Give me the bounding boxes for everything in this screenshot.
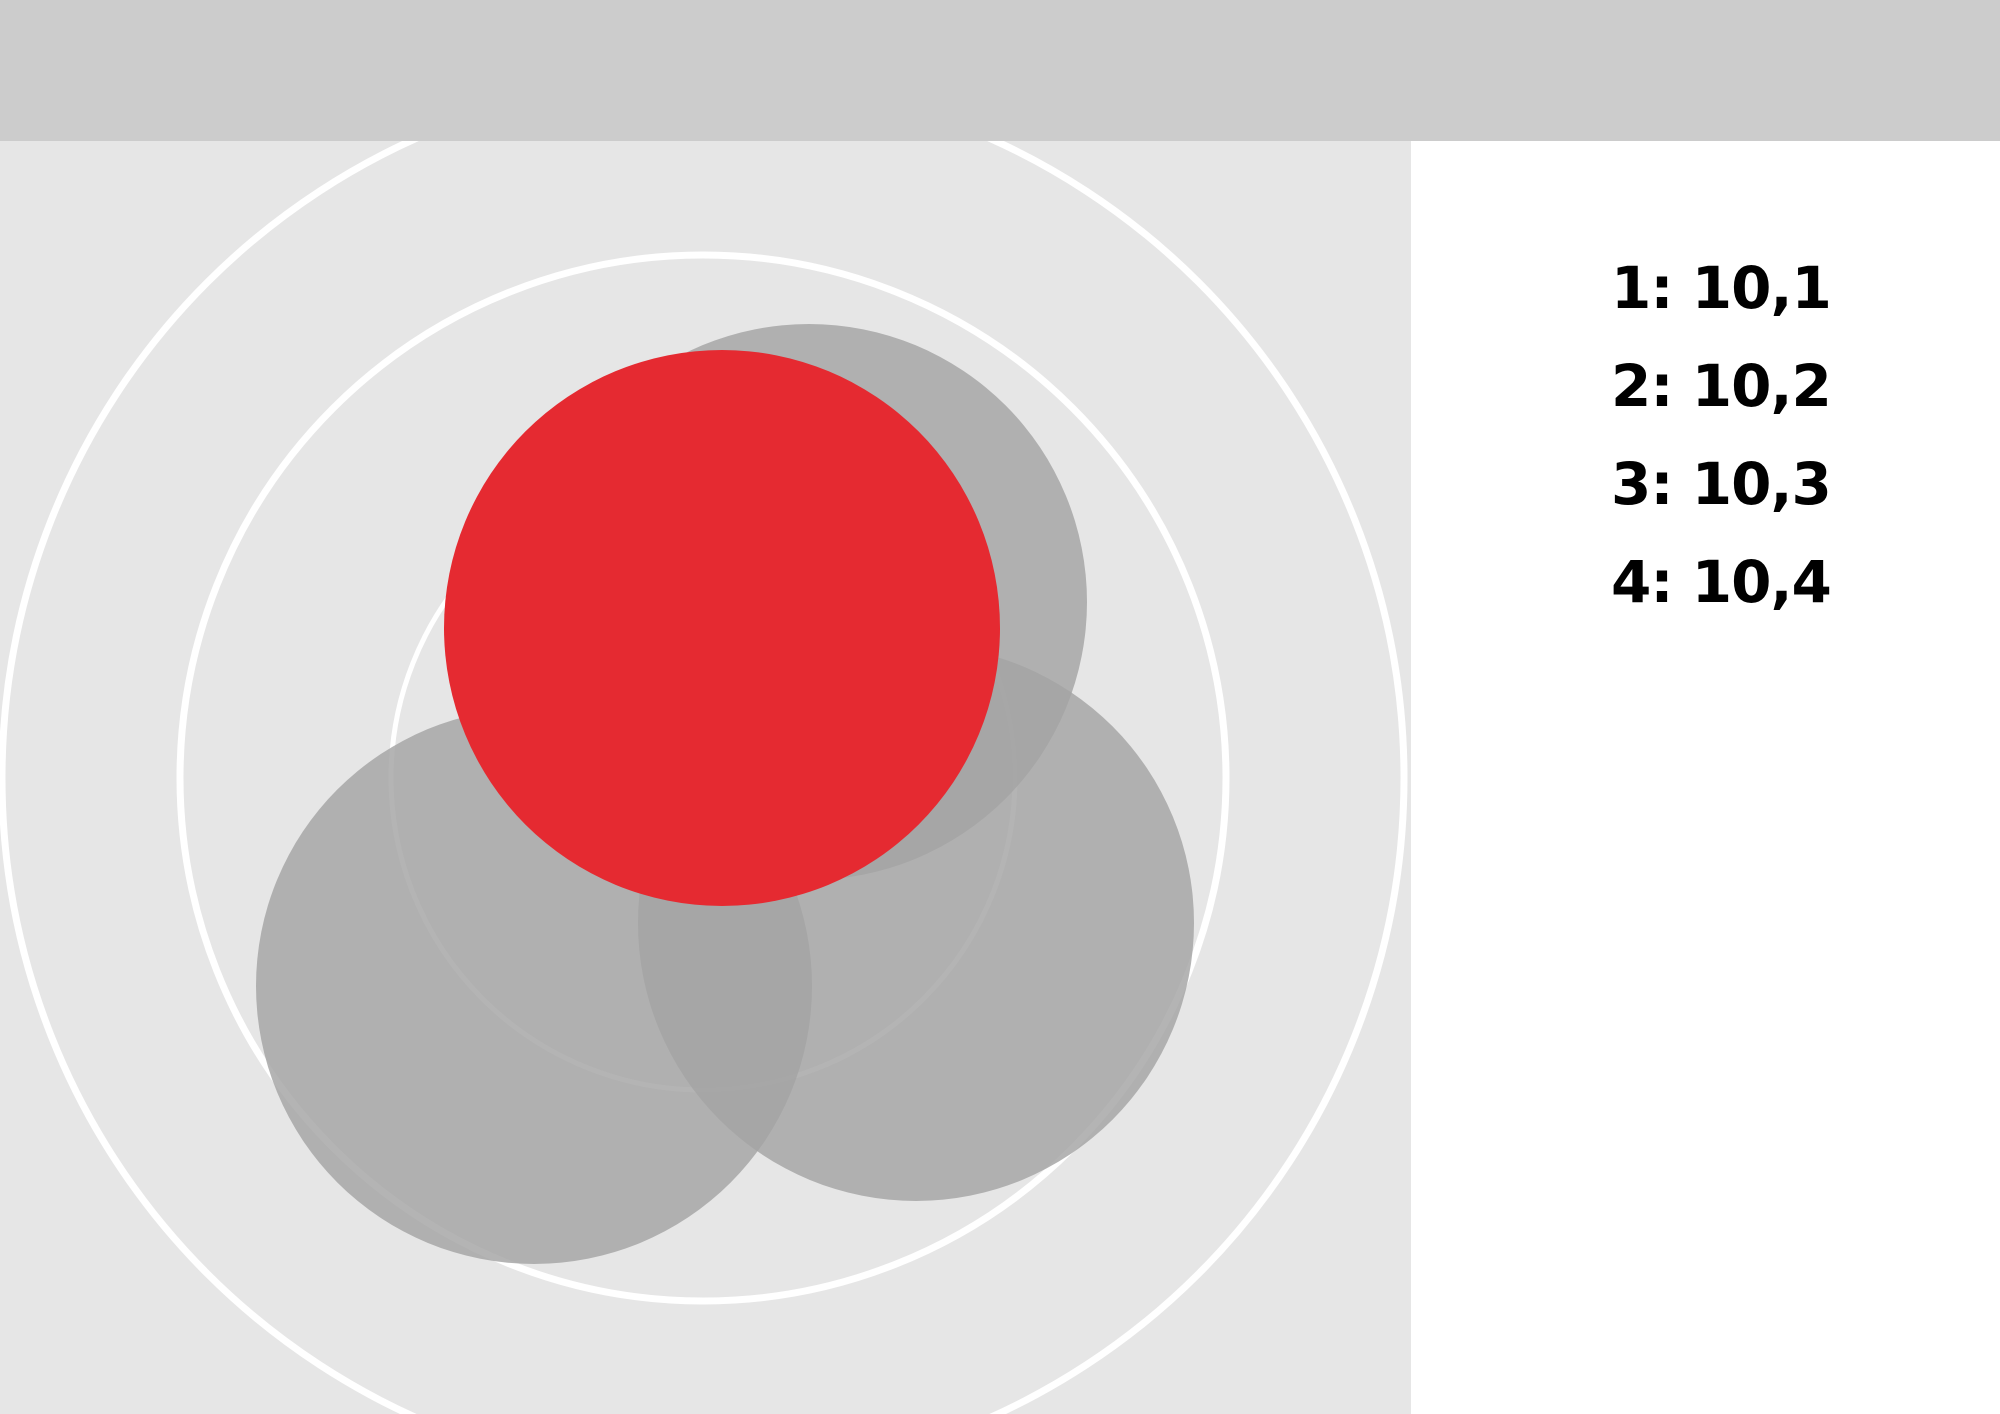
- top-bar: [0, 0, 2000, 141]
- canvas-panel: [0, 141, 1411, 1414]
- legend-item-1: 1: 10,1: [1611, 254, 1832, 322]
- legend-item-2: 2: 10,2: [1611, 352, 1832, 420]
- legend-list: 1: 10,1 2: 10,2 3: 10,3 4: 10,4: [1611, 253, 1832, 645]
- circle-1-highlighted[interactable]: [444, 350, 1000, 906]
- legend-item-4: 4: 10,4: [1611, 548, 1832, 616]
- legend-item-3: 3: 10,3: [1611, 450, 1832, 518]
- legend-panel: 1: 10,1 2: 10,2 3: 10,3 4: 10,4: [1411, 141, 2000, 1414]
- diagram-canvas: [0, 141, 1411, 1414]
- ring-outer: [0, 141, 1408, 1414]
- ring-middle: [176, 251, 1230, 1305]
